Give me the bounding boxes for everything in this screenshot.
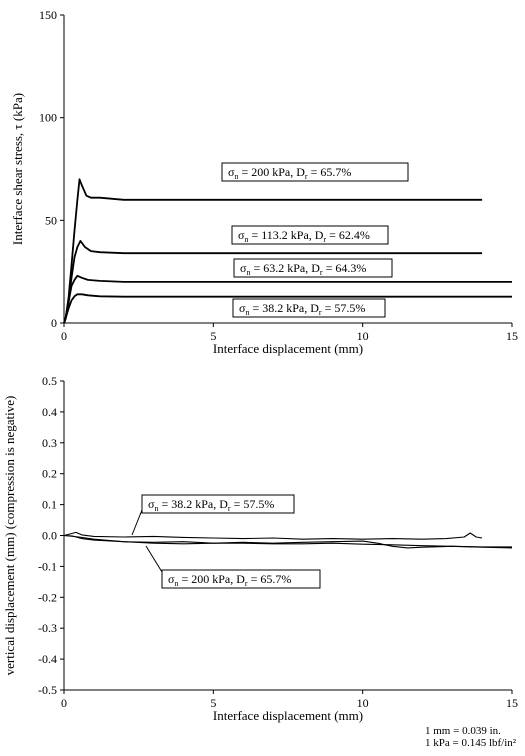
annotation-text: σn = 63.2 kPa, Dr = 64.3% — [240, 261, 366, 277]
annotation-text: σn = 200 kPa, Dr = 65.7% — [168, 572, 291, 588]
annotation-box — [221, 162, 409, 182]
annotation-box — [161, 569, 321, 589]
conversion-line-mm: 1 mm = 0.039 in. — [425, 725, 501, 737]
annotation-normal-stress: = 38.2 kPa, D — [158, 497, 228, 511]
y-axis-label: Interface shear stress, τ (kPa) — [10, 93, 25, 245]
annotation-label: σn = 63.2 kPa, Dr = 64.3% — [233, 258, 393, 278]
sigma-symbol: σ — [148, 497, 155, 511]
sigma-symbol: σ — [239, 301, 246, 315]
annotation-label: σn = 113.2 kPa, Dr = 62.4% — [231, 225, 389, 245]
annotation-text: σn = 200 kPa, Dr = 65.7% — [228, 165, 351, 181]
y-tick-label: 0.3 — [42, 436, 57, 450]
series-line-2 — [63, 534, 512, 548]
x-tick-label: 0 — [61, 696, 67, 710]
sigma-subscript: n — [245, 308, 249, 317]
sigma-subscript: n — [154, 504, 158, 513]
x-axis-label: Interface displacement (mm) — [213, 341, 363, 356]
dr-subscript: r — [320, 268, 323, 277]
annotation-box — [233, 258, 393, 278]
conversion-line-kpa: 1 kPa = 0.145 lbf/in² — [425, 737, 517, 749]
dr-subscript: r — [228, 504, 231, 513]
sigma-subscript: n — [244, 235, 248, 244]
series-line-3 — [63, 274, 512, 324]
annotation-label: σn = 200 kPa, Dr = 65.7% — [161, 569, 321, 589]
x-tick-label: 15 — [506, 329, 518, 343]
x-tick-label: 10 — [357, 696, 369, 710]
y-tick-label: 0.0 — [42, 529, 57, 543]
y-tick-label: 50 — [45, 213, 57, 227]
y-tick-label: 0.4 — [42, 405, 57, 419]
annotation-relative-density: = 57.5% — [231, 497, 275, 511]
y-tick-label: 100 — [39, 111, 57, 125]
annotation-relative-density: = 57.5% — [322, 301, 366, 315]
x-tick-label: 15 — [506, 696, 518, 710]
annotation-text: σn = 38.2 kPa, Dr = 57.5% — [148, 497, 274, 513]
x-tick-label: 0 — [61, 329, 67, 343]
y-tick-label: -0.1 — [38, 559, 57, 573]
x-tick-label: 10 — [357, 329, 369, 343]
x-tick-label: 5 — [210, 696, 216, 710]
y-tick-label: 0.1 — [42, 498, 57, 512]
sigma-symbol: σ — [168, 572, 175, 586]
y-tick-label: 0 — [51, 316, 57, 330]
annotation-normal-stress: = 200 kPa, D — [238, 165, 305, 179]
y-tick-label: -0.2 — [38, 590, 57, 604]
y-axis-label: vertical displacement (mm) (compression … — [2, 396, 17, 676]
sigma-subscript: n — [174, 579, 178, 588]
sigma-symbol: σ — [240, 261, 247, 275]
x-axis-label: Interface displacement (mm) — [213, 708, 363, 723]
dr-subscript: r — [245, 579, 248, 588]
annotation-relative-density: = 65.7% — [308, 165, 352, 179]
annotation-label: σn = 200 kPa, Dr = 65.7% — [221, 162, 409, 182]
series-line-1 — [63, 178, 483, 324]
annotation-label: σn = 38.2 kPa, Dr = 57.5% — [232, 298, 386, 318]
annotation-box — [232, 298, 386, 318]
y-tick-label: -0.4 — [38, 652, 57, 666]
annotation-normal-stress: = 63.2 kPa, D — [250, 261, 320, 275]
annotation-leader-line — [145, 545, 163, 573]
annotation-relative-density: = 64.3% — [323, 261, 367, 275]
annotation-box — [141, 494, 295, 514]
annotation-normal-stress: = 113.2 kPa, D — [248, 228, 323, 242]
y-tick-label: 150 — [39, 8, 57, 22]
series-line-4 — [63, 293, 512, 324]
x-tick-label: 5 — [210, 329, 216, 343]
annotation-text: σn = 113.2 kPa, Dr = 62.4% — [238, 228, 370, 244]
dr-subscript: r — [319, 308, 322, 317]
chart-1: 0 50 100 150 0 5 10 15 Interface displacement (m… — [10, 8, 518, 356]
y-tick-label: -0.3 — [38, 621, 57, 635]
annotation-normal-stress: = 38.2 kPa, D — [249, 301, 319, 315]
annotation-text: σn = 38.2 kPa, Dr = 57.5% — [239, 301, 365, 317]
series-line-1 — [63, 531, 483, 540]
annotation-relative-density: = 62.4% — [326, 228, 370, 242]
dr-subscript: r — [305, 172, 308, 181]
sigma-symbol: σ — [228, 165, 235, 179]
annotation-normal-stress: = 200 kPa, D — [178, 572, 245, 586]
chart-2: 0.5 0.4 0.3 0.2 0.1 0.0 -0.1 -0.2 -0.3 -0.4 -0.5 0 5… — [2, 374, 518, 723]
y-tick-label: 0.5 — [42, 374, 57, 388]
annotation-box — [231, 225, 389, 245]
series-line-3 — [63, 534, 513, 549]
annotation-leader-line — [131, 509, 143, 536]
dr-subscript: r — [323, 235, 326, 244]
annotation-label: σn = 38.2 kPa, Dr = 57.5% — [141, 494, 295, 514]
unit-conversion-note: 1 mm = 0.039 in. 1 kPa = 0.145 lbf/in² — [425, 725, 516, 749]
series-line-2 — [63, 239, 483, 324]
annotation-relative-density: = 65.7% — [248, 572, 292, 586]
sigma-subscript: n — [246, 268, 250, 277]
y-tick-label: -0.5 — [38, 683, 57, 697]
y-tick-label: 0.2 — [42, 467, 57, 481]
sigma-subscript: n — [234, 172, 238, 181]
sigma-symbol: σ — [238, 228, 245, 242]
